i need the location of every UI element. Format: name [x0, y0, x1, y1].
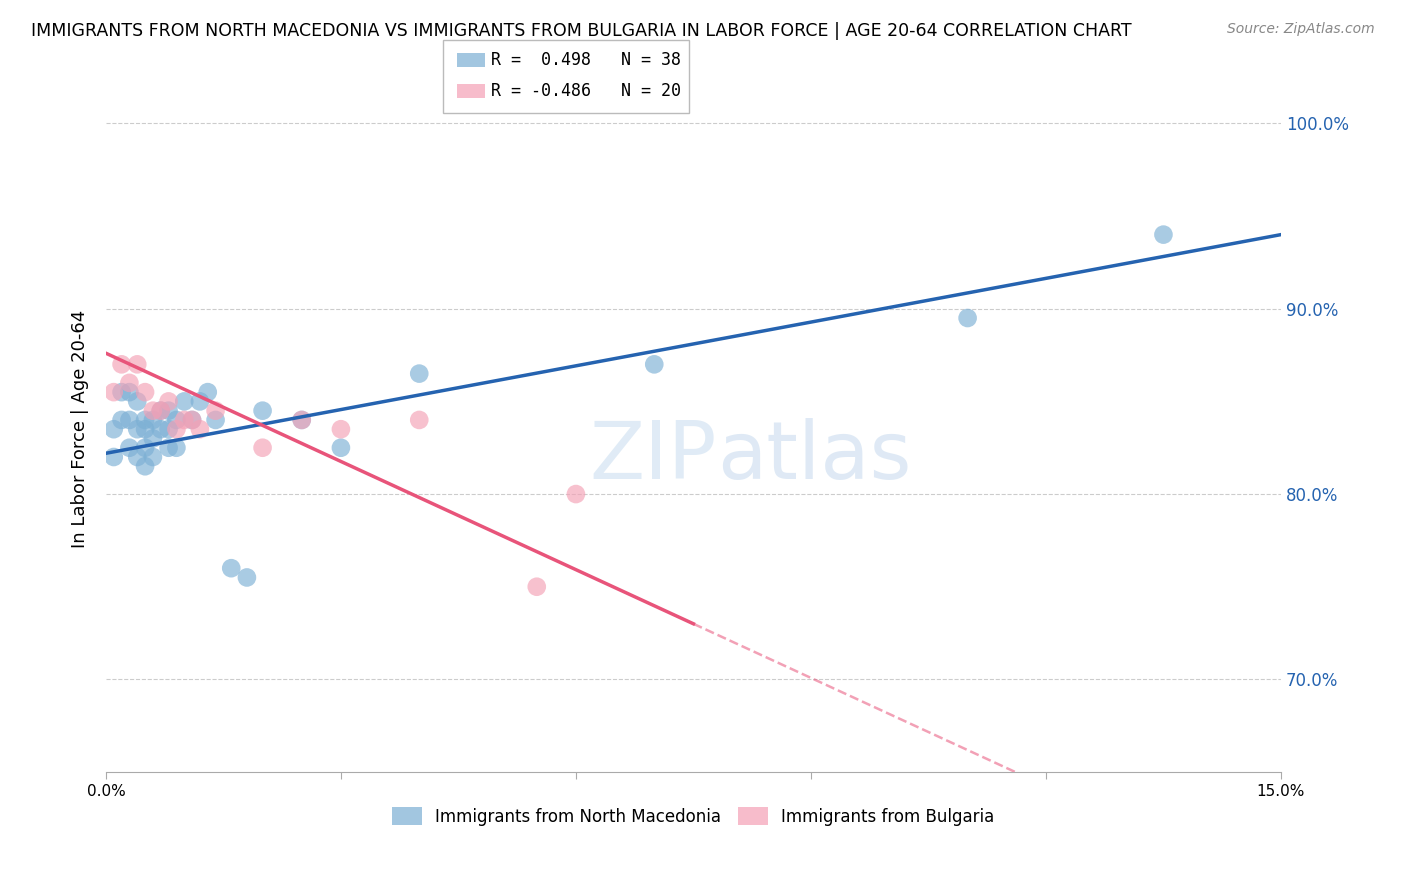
Point — [103, 385, 125, 400]
Point — [204, 413, 226, 427]
Point — [956, 311, 979, 326]
Point — [157, 422, 180, 436]
Point — [408, 367, 430, 381]
Point — [197, 385, 219, 400]
Point — [173, 394, 195, 409]
Point — [204, 403, 226, 417]
Point — [142, 432, 165, 446]
Point — [252, 441, 274, 455]
Point — [127, 450, 149, 464]
Point — [165, 413, 187, 427]
Point — [165, 422, 187, 436]
Point — [103, 450, 125, 464]
Point — [181, 413, 204, 427]
Point — [157, 441, 180, 455]
Point — [236, 570, 259, 584]
Point — [157, 394, 180, 409]
Point — [408, 413, 430, 427]
Legend: Immigrants from North Macedonia, Immigrants from Bulgaria: Immigrants from North Macedonia, Immigra… — [385, 801, 1001, 832]
Point — [188, 394, 211, 409]
Point — [142, 403, 165, 417]
Point — [149, 422, 172, 436]
Point — [165, 441, 187, 455]
Point — [1152, 227, 1174, 242]
Text: atlas: atlas — [717, 417, 911, 496]
Point — [110, 357, 132, 371]
Point — [118, 441, 141, 455]
Point — [329, 422, 352, 436]
Point — [134, 441, 156, 455]
Point — [103, 422, 125, 436]
Point — [110, 413, 132, 427]
Text: IMMIGRANTS FROM NORTH MACEDONIA VS IMMIGRANTS FROM BULGARIA IN LABOR FORCE | AGE: IMMIGRANTS FROM NORTH MACEDONIA VS IMMIG… — [31, 22, 1132, 40]
Y-axis label: In Labor Force | Age 20-64: In Labor Force | Age 20-64 — [72, 310, 89, 549]
Point — [134, 459, 156, 474]
Point — [219, 561, 242, 575]
Point — [291, 413, 314, 427]
Text: R = -0.486   N = 20: R = -0.486 N = 20 — [491, 82, 681, 100]
Point — [181, 413, 204, 427]
Point — [329, 441, 352, 455]
Point — [142, 413, 165, 427]
Point — [118, 385, 141, 400]
Point — [127, 357, 149, 371]
Point — [565, 487, 588, 501]
Point — [526, 821, 548, 835]
Point — [291, 413, 314, 427]
Point — [134, 385, 156, 400]
Point — [252, 403, 274, 417]
Point — [149, 403, 172, 417]
Point — [118, 413, 141, 427]
Text: R =  0.498   N = 38: R = 0.498 N = 38 — [491, 51, 681, 69]
Point — [118, 376, 141, 390]
Point — [142, 450, 165, 464]
Text: ZIP: ZIP — [589, 417, 717, 496]
Point — [188, 422, 211, 436]
Point — [110, 385, 132, 400]
Point — [134, 413, 156, 427]
Point — [149, 403, 172, 417]
Text: Source: ZipAtlas.com: Source: ZipAtlas.com — [1227, 22, 1375, 37]
Point — [643, 357, 665, 371]
Point — [526, 580, 548, 594]
Point — [157, 403, 180, 417]
Point — [173, 413, 195, 427]
Point — [134, 422, 156, 436]
Point — [127, 422, 149, 436]
Point — [127, 394, 149, 409]
